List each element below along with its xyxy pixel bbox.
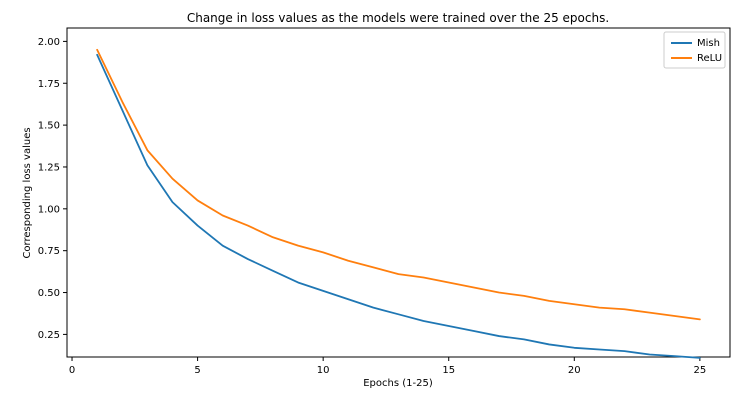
x-tick-label: 20 (568, 365, 581, 376)
y-tick-label: 1.75 (38, 79, 60, 90)
x-tick-label: 5 (194, 365, 200, 376)
chart-title: Change in loss values as the models were… (187, 11, 609, 25)
plot-area: 0 5 10 15 20 25 0.25 0.50 0.75 1.00 1.25 1.50 1.75 2… (38, 27, 731, 376)
x-axis-ticks: 0 5 10 15 20 25 (69, 357, 706, 376)
chart-legend: Mish ReLU (663, 31, 726, 69)
y-tick-label: 1.25 (38, 162, 60, 173)
y-tick-label: 0.75 (38, 246, 60, 257)
x-axis-label: Epochs (1-25) (363, 378, 433, 389)
y-tick-label: 0.50 (38, 288, 60, 299)
y-tick-label: 1.50 (38, 121, 60, 132)
legend-relu-label: ReLU (697, 53, 722, 64)
x-tick-label: 15 (442, 365, 455, 376)
y-tick-label: 2.00 (38, 37, 60, 48)
series-layer (96, 48, 701, 359)
y-tick-label: 1.00 (38, 204, 60, 215)
x-tick-label: 25 (693, 365, 706, 376)
y-axis-ticks: 0.25 0.50 0.75 1.00 1.25 1.50 1.75 2.00 (38, 37, 67, 341)
legend-mish-label: Mish (697, 38, 720, 49)
x-tick-label: 0 (69, 365, 75, 376)
plot-frame (66, 27, 731, 358)
series-relu-line (96, 48, 701, 321)
y-axis-label: Corresponding loss values (22, 127, 33, 258)
x-tick-label: 10 (317, 365, 330, 376)
series-mish-line (96, 53, 701, 359)
y-tick-label: 0.25 (38, 330, 60, 341)
